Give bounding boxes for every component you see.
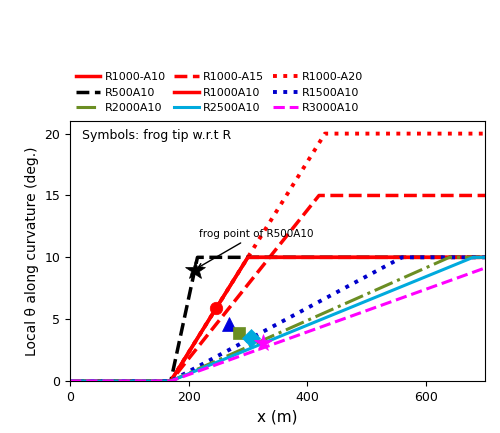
Y-axis label: Local θ along curvature (deg.): Local θ along curvature (deg.) — [25, 146, 39, 356]
X-axis label: x (m): x (m) — [257, 409, 298, 424]
Text: Symbols: frog tip w.r.t R: Symbols: frog tip w.r.t R — [82, 129, 232, 142]
Legend: R1000-A10, R500A10, R2000A10, R1000-A15, R1000A10, R2500A10, R1000-A20, R1500A10: R1000-A10, R500A10, R2000A10, R1000-A15,… — [76, 72, 364, 113]
Text: frog point of R500A10: frog point of R500A10 — [198, 229, 314, 268]
